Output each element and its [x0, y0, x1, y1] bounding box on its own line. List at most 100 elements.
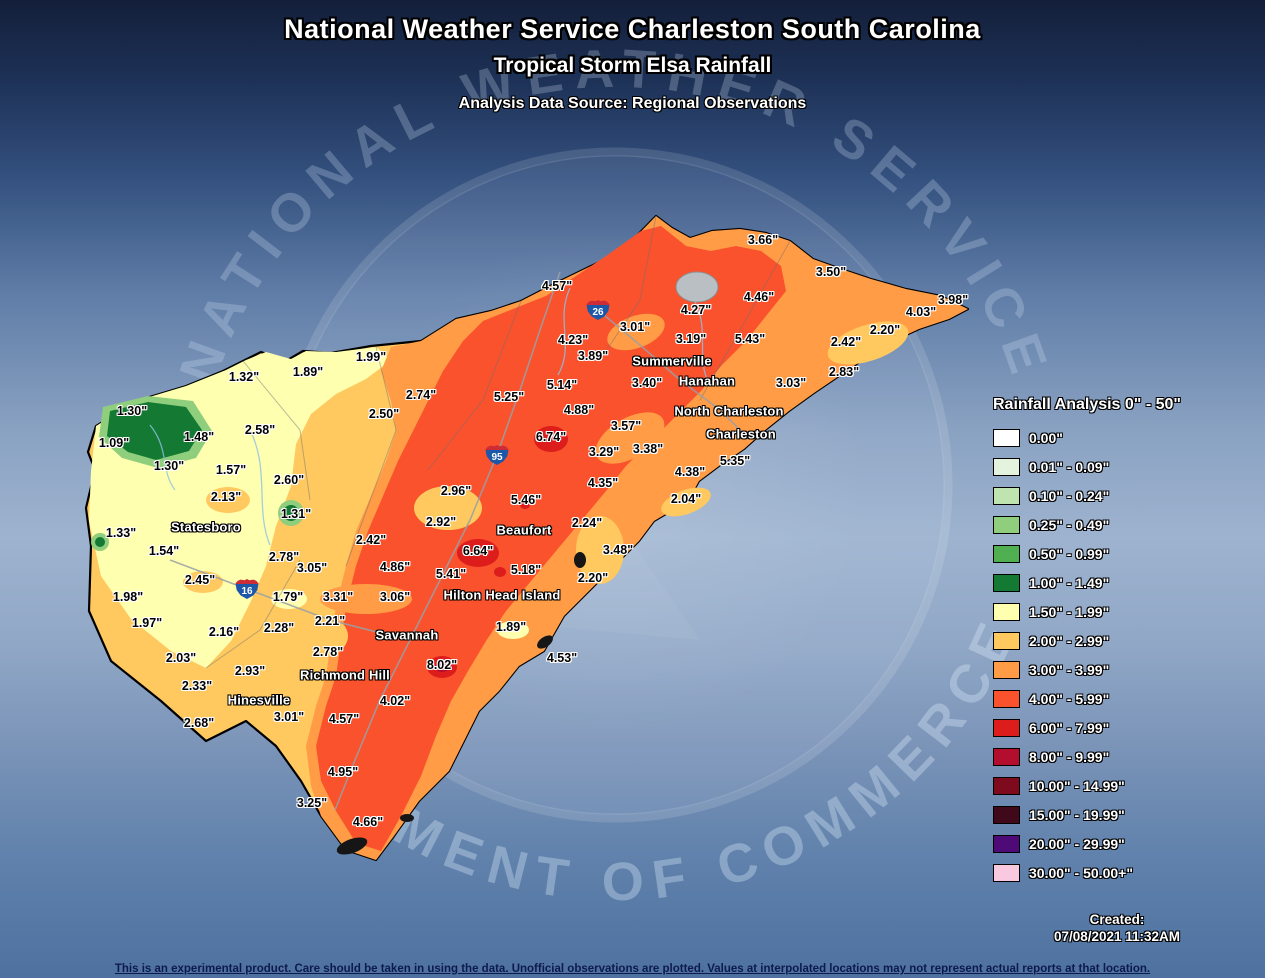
- rainfall-observation: 3.57": [610, 419, 642, 433]
- map-patch-pale: [271, 589, 307, 609]
- city-label: Hinesville: [227, 692, 291, 708]
- rainfall-observation: 3.19": [675, 332, 707, 346]
- rainfall-observation: 4.35": [587, 476, 619, 490]
- watermark-disc: [285, 155, 945, 815]
- rainfall-observation: 3.38": [632, 442, 664, 456]
- rainfall-observation: 5.41": [435, 567, 467, 581]
- map-heavy-cell: [457, 539, 499, 567]
- rainfall-observation: 1.89": [495, 620, 527, 634]
- legend-rows: 0.00" 0.01" - 0.09" 0.10" - 0.24" 0.25" - 0…: [993, 429, 1233, 882]
- rainfall-observation: 5.46": [510, 493, 542, 507]
- highway-lines: [169, 271, 743, 811]
- legend-entry: 6.00" - 7.99": [993, 719, 1233, 737]
- map-heavy-cell: [520, 501, 530, 509]
- map-patch-gold: [661, 487, 711, 517]
- map-green-spot-core: [95, 537, 105, 547]
- rainfall-observation: 2.42": [830, 335, 862, 349]
- city-label: Richmond Hill: [300, 667, 390, 683]
- city-label: Charleston: [706, 426, 776, 442]
- rainfall-observation: 5.43": [734, 332, 766, 346]
- rainfall-observation: 1.54": [148, 544, 180, 558]
- rainfall-observation: 2.42": [355, 533, 387, 547]
- legend-swatch: [993, 690, 1020, 708]
- legend-title: Rainfall Analysis 0" - 50": [993, 396, 1181, 413]
- legend-swatch: [993, 516, 1020, 534]
- rainfall-observation: 2.20": [577, 571, 609, 585]
- legend-entry-label: 20.00" - 29.99": [1029, 836, 1125, 852]
- rainfall-observation: 2.93": [234, 664, 266, 678]
- legend-entry: 0.25" - 0.49": [993, 516, 1233, 534]
- map-patch-orange: [320, 584, 412, 614]
- rainfall-observation: 4.57": [541, 279, 573, 293]
- rainfall-observation: 4.88": [563, 403, 595, 417]
- rainfall-observation: 2.78": [312, 645, 344, 659]
- map-region-base: [84, 214, 970, 862]
- rainfall-observation: 2.20": [869, 323, 901, 337]
- legend-swatch: [993, 835, 1020, 853]
- rainfall-observation: 5.18": [510, 563, 542, 577]
- legend-entry: 0.01" - 0.09": [993, 458, 1233, 476]
- map-heavy-cell: [494, 567, 506, 577]
- page-title: National Weather Service Charleston Sout…: [284, 14, 981, 44]
- rainfall-observation: 2.28": [263, 621, 295, 635]
- city-label: Hilton Head Island: [443, 587, 561, 603]
- rainfall-observation: 4.86": [379, 560, 411, 574]
- map-patch-gold: [288, 614, 348, 658]
- rainfall-observation: 2.68": [183, 716, 215, 730]
- rainfall-observation: 3.98": [937, 293, 969, 307]
- rainfall-observation: 1.33": [105, 526, 137, 540]
- map-patch-gold: [183, 571, 223, 593]
- map-patch-orange: [607, 313, 665, 351]
- rainfall-observation: 2.03": [165, 651, 197, 665]
- legend-swatch: [993, 661, 1020, 679]
- legend-entry-label: 2.00" - 2.99": [1029, 633, 1110, 649]
- map-heavy-cell: [427, 656, 457, 678]
- watermark-bottom-text: DEPARTMENT OF COMMERCE: [199, 605, 1031, 913]
- rainfall-observation: 5.14": [546, 378, 578, 392]
- legend-entry-label: 4.00" - 5.99": [1029, 691, 1110, 707]
- rainfall-observation: 2.33": [181, 679, 213, 693]
- legend-entry-label: 1.50" - 1.99": [1029, 604, 1110, 620]
- legend-swatch: [993, 458, 1020, 476]
- rainfall-observation: 5.35": [719, 454, 751, 468]
- legend-entry: 0.10" - 0.24": [993, 487, 1233, 505]
- legend-entry-label: 30.00" - 50.00+": [1029, 865, 1133, 881]
- legend-swatch: [993, 748, 1020, 766]
- legend-entry: 4.00" - 5.99": [993, 690, 1233, 708]
- rainfall-observation: 3.66": [747, 233, 779, 247]
- map-region-green-core: [107, 402, 202, 460]
- legend-entry: 20.00" - 29.99": [993, 835, 1233, 853]
- rainfall-observation: 3.05": [296, 561, 328, 575]
- rainfall-observation: 1.89": [292, 365, 324, 379]
- rainfall-observation: 8.02": [426, 658, 458, 672]
- coastal-marsh: [336, 552, 586, 855]
- rainfall-observation: 4.38": [674, 465, 706, 479]
- map-patch-gold: [206, 487, 250, 513]
- legend-entry-label: 0.01" - 0.09": [1029, 459, 1110, 475]
- map-green-spot-rim: [278, 500, 304, 526]
- map-patch-pale: [497, 621, 529, 639]
- map-region-red-orange: [316, 226, 786, 851]
- rainfall-observation: 6.74": [535, 430, 567, 444]
- header: National Weather Service Charleston Sout…: [0, 0, 1265, 113]
- rainfall-observation: 2.60": [273, 473, 305, 487]
- city-label: Hanahan: [678, 373, 736, 389]
- legend-swatch: [993, 719, 1020, 737]
- legend-entry-label: 6.00" - 7.99": [1029, 720, 1110, 736]
- legend-entry-label: 15.00" - 19.99": [1029, 807, 1125, 823]
- legend-entry-label: 1.00" - 1.49": [1029, 575, 1110, 591]
- map-heaviest-cell: [435, 662, 449, 672]
- legend: Rainfall Analysis 0" - 50" 0.00" 0.01" - …: [993, 396, 1233, 882]
- legend-entry: 0.00": [993, 429, 1233, 447]
- rivers: [149, 287, 711, 546]
- rainfall-observation: 4.46": [743, 290, 775, 304]
- map-heavy-cell: [534, 426, 568, 452]
- legend-entry: 15.00" - 19.99": [993, 806, 1233, 824]
- rainfall-observation: 3.48": [602, 543, 634, 557]
- map-region-pale-yellow: [89, 347, 391, 668]
- rainfall-observation: 4.02": [379, 694, 411, 708]
- rainfall-observation: 4.57": [328, 712, 360, 726]
- city-label: North Charleston: [674, 403, 784, 419]
- legend-entry-label: 8.00" - 9.99": [1029, 749, 1110, 765]
- rainfall-observation: 5.25": [493, 390, 525, 404]
